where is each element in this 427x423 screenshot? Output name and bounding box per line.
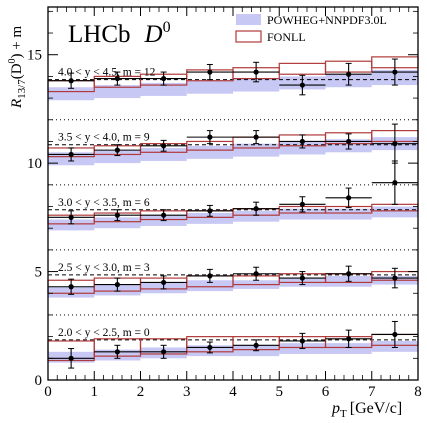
powheg-band [48,87,95,101]
powheg-band [325,343,372,354]
powheg-band [325,208,372,220]
powheg-band [140,82,187,96]
data-point [346,138,352,145]
x-tick-label: 7 [368,384,376,400]
y-tick-label: 10 [27,156,42,172]
panel-label: 4.0 < y < 4.5, m = 12 [58,67,156,79]
data-point [253,206,259,212]
data-point [114,75,120,82]
data-point [299,138,305,145]
powheg-band [186,213,233,224]
powheg-band [186,280,233,292]
data-point [392,141,398,147]
data-points [48,58,418,369]
data-point [207,134,213,140]
powheg-band [186,145,233,159]
experiment-label: LHCb D0 [68,19,171,48]
data-point [207,344,213,351]
data-point [299,201,305,207]
data-point [392,69,398,75]
panel-label: 2.5 < y < 3.0, m = 3 [58,262,150,274]
data-point [161,143,167,149]
data-point [207,69,213,75]
axes: 0 1 2 3 4 5 6 7 8 0 5 10 15 [27,6,422,400]
data-point [253,134,259,140]
legend-powheg-swatch [236,14,261,25]
plot-frame [47,6,419,381]
x-tick-label: 5 [276,384,284,400]
x-tick-label: 4 [229,384,237,400]
data-point [299,275,305,281]
data-point [114,281,120,288]
y-tick-label: 0 [35,373,43,389]
powheg-band [140,147,187,161]
data-point [114,212,120,218]
x-tick-label: 3 [183,384,191,400]
legend-powheg-label: POWHEG+NNPDF3.0L [267,13,387,27]
powheg-band [186,80,233,94]
data-point [253,69,259,75]
powheg-band [94,85,141,99]
data-point [68,78,74,84]
data-point [299,82,305,88]
data-point [253,342,259,348]
data-point [346,71,352,77]
data-point [114,349,120,355]
data-point [207,273,213,279]
x-tick-label: 0 [44,384,52,400]
powheg-band [233,143,280,157]
data-point [392,180,398,186]
data-point [161,75,167,82]
y-tick-label: 15 [27,48,42,64]
powheg-band [371,206,418,218]
panel-label: 3.0 < y < 3.5, m = 6 [58,197,150,209]
data-point [346,336,352,342]
data-point [161,212,167,218]
legend-fonll-label: FONLL [267,30,306,44]
data-point [68,355,74,361]
data-point [346,271,352,277]
y-tick-label: 5 [35,265,43,281]
x-tick-label: 2 [137,384,145,400]
data-point [161,349,167,355]
panel-labels: 2.0 < y < 2.5, m = 0 2.5 < y < 3.0, m = 3… [58,67,156,339]
legend-fonll-swatch [235,30,262,43]
x-tick-label: 6 [322,384,330,400]
powheg-band [48,219,95,231]
data-point [114,147,120,153]
data-point [68,151,74,158]
x-tick-label: 8 [414,384,422,400]
data-point [299,338,305,344]
y-axis-label: R13/7(D0) + m [7,25,28,109]
data-point [346,195,352,201]
powheg-band [94,217,141,229]
x-axis-label: pT [GeV/c] [331,400,402,420]
data-point [68,214,74,220]
fonll-box [278,62,327,75]
data-point [392,331,398,338]
panel-label: 3.5 < y < 4.0, m = 9 [58,132,150,144]
data-point [68,284,74,290]
data-point [161,279,167,286]
panel-label: 2.0 < y < 2.5, m = 0 [58,327,150,339]
powheg-band [233,78,280,92]
legend: POWHEG+NNPDF3.0L FONLL [235,13,387,44]
data-point [392,275,398,281]
powheg-band [279,208,326,220]
data-point [253,271,259,277]
x-tick-label: 1 [91,384,99,400]
powheg-band [233,210,280,222]
powheg-band [94,150,141,164]
data-point [207,208,213,214]
